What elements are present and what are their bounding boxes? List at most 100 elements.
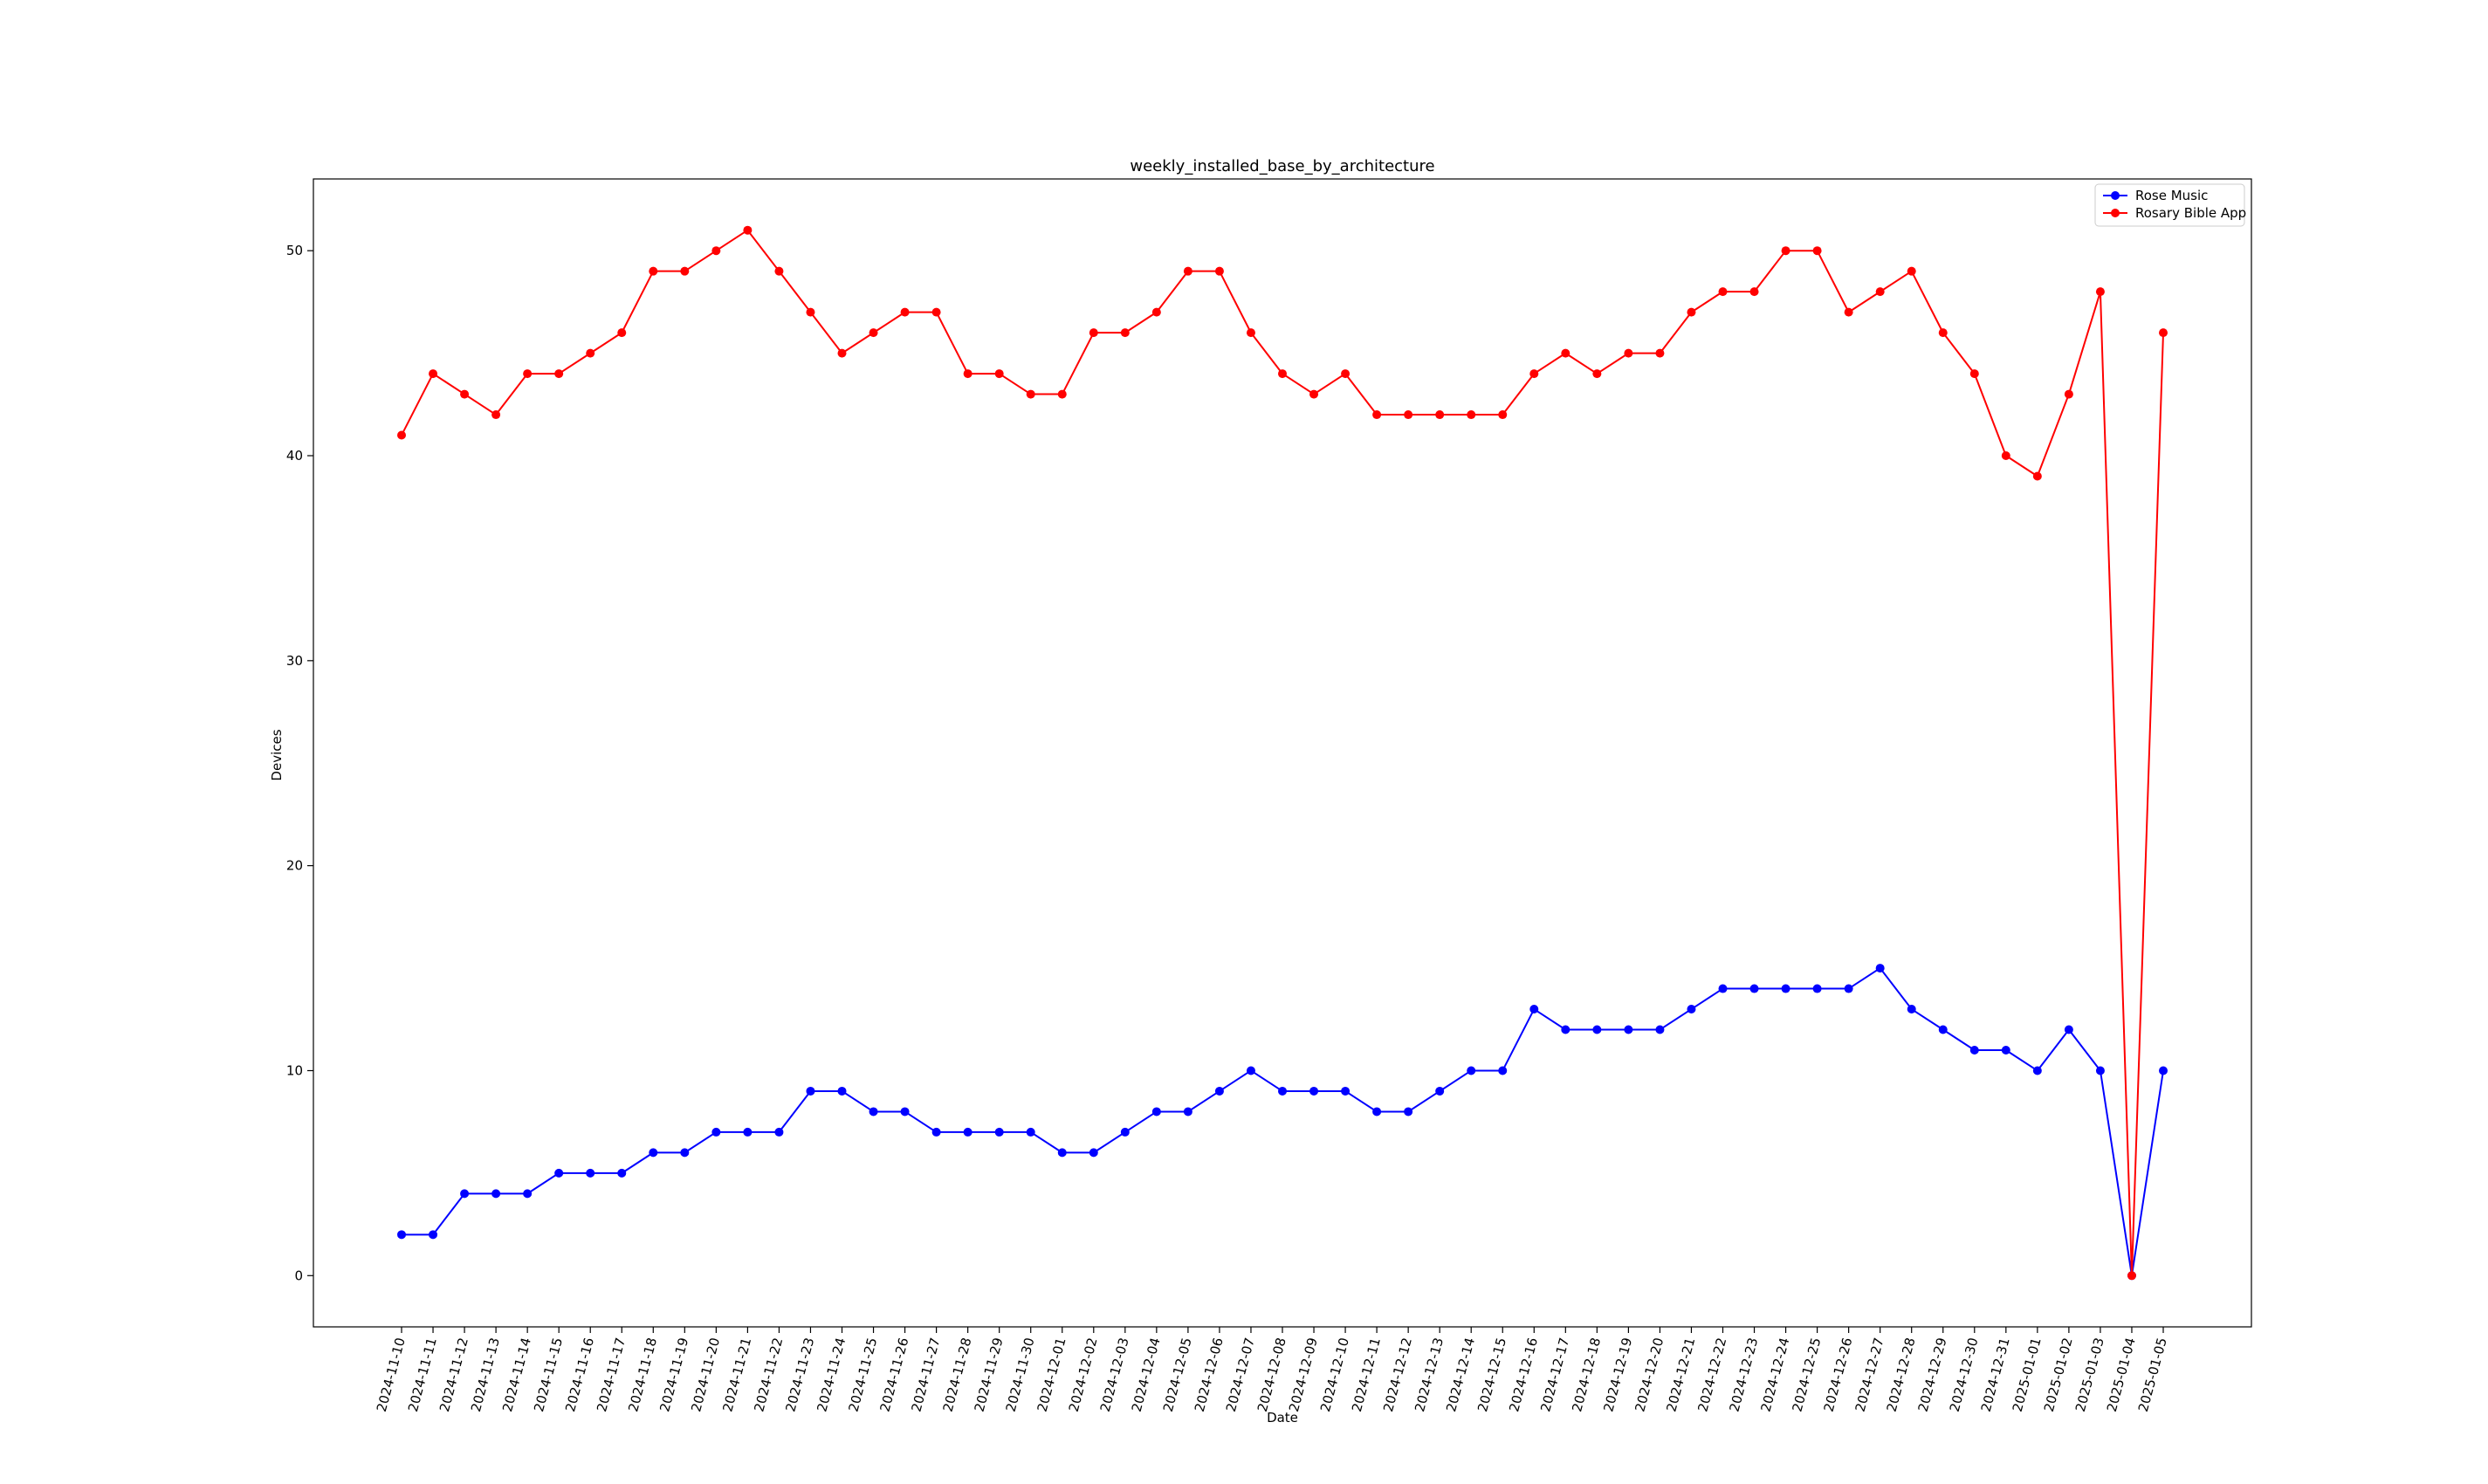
chart-title: weekly_installed_base_by_architecture <box>1130 157 1434 175</box>
data-point-rose-music <box>1907 1005 1916 1014</box>
data-point-rosary-bible-app <box>1529 369 1539 379</box>
data-point-rosary-bible-app <box>1969 369 1979 379</box>
data-point-rosary-bible-app <box>617 328 627 338</box>
data-point-rosary-bible-app <box>711 246 721 256</box>
data-point-rose-music <box>1183 1107 1192 1116</box>
data-point-rose-music <box>1341 1086 1351 1096</box>
data-point-rosary-bible-app <box>1278 369 1287 379</box>
data-point-rosary-bible-app <box>743 225 753 235</box>
data-point-rose-music <box>1026 1127 1035 1137</box>
data-point-rosary-bible-app <box>397 430 406 440</box>
data-point-rosary-bible-app <box>1057 389 1067 399</box>
data-point-rose-music <box>2032 1066 2042 1075</box>
data-point-rosary-bible-app <box>554 369 564 379</box>
data-point-rosary-bible-app <box>1120 328 1130 338</box>
data-point-rosary-bible-app <box>2001 451 2010 461</box>
data-point-rose-music <box>1624 1025 1633 1034</box>
data-point-rose-music <box>1718 984 1728 993</box>
legend: Rose Music Rosary Bible App <box>2094 183 2246 227</box>
series-rose-music <box>397 964 2168 1281</box>
legend-frame <box>2094 183 2245 227</box>
data-point-rosary-bible-app <box>491 410 501 420</box>
data-point-rose-music <box>963 1127 973 1137</box>
data-point-rosary-bible-app <box>994 369 1004 379</box>
data-point-rosary-bible-app <box>1561 348 1570 358</box>
data-point-rosary-bible-app <box>1404 410 1413 420</box>
data-point-rose-music <box>2064 1025 2073 1034</box>
data-point-rosary-bible-app <box>460 389 470 399</box>
y-tick-label: 50 <box>286 243 303 258</box>
data-point-rose-music <box>1151 1107 1161 1116</box>
data-point-rose-music <box>1057 1148 1067 1158</box>
data-point-rose-music <box>397 1230 406 1240</box>
data-point-rose-music <box>1435 1086 1445 1096</box>
y-axis: 0 10 20 30 40 50 <box>286 243 313 1283</box>
data-point-rose-music <box>1969 1045 1979 1055</box>
data-point-rose-music <box>1938 1025 1948 1034</box>
data-point-rose-music <box>1309 1086 1319 1096</box>
data-point-rose-music <box>1246 1066 1255 1075</box>
data-point-rosary-bible-app <box>1907 266 1916 276</box>
data-point-rosary-bible-app <box>963 369 973 379</box>
data-point-rose-music <box>1404 1107 1413 1116</box>
data-point-rosary-bible-app <box>2095 287 2105 297</box>
data-point-rose-music <box>1498 1066 1508 1075</box>
data-point-rose-music <box>1844 984 1853 993</box>
data-point-rosary-bible-app <box>837 348 847 358</box>
data-point-rose-music <box>1372 1107 1382 1116</box>
data-point-rosary-bible-app <box>2032 471 2042 481</box>
data-point-rose-music <box>429 1230 438 1240</box>
data-point-rose-music <box>554 1168 564 1178</box>
data-point-rosary-bible-app <box>1655 348 1665 358</box>
data-point-rose-music <box>523 1189 533 1199</box>
data-point-rosary-bible-app <box>1151 307 1161 317</box>
data-point-rosary-bible-app <box>1372 410 1382 420</box>
data-point-rose-music <box>1687 1005 1696 1014</box>
data-point-rosary-bible-app <box>931 307 941 317</box>
legend-label-rosary-bible-app: Rosary Bible App <box>2135 205 2246 221</box>
data-point-rose-music <box>1812 984 1822 993</box>
data-point-rosary-bible-app <box>900 307 910 317</box>
y-tick-label: 30 <box>286 653 303 669</box>
data-point-rose-music <box>680 1148 690 1158</box>
data-point-rosary-bible-app <box>1718 287 1728 297</box>
data-point-rose-music <box>2159 1066 2168 1075</box>
y-tick-label: 0 <box>294 1268 303 1283</box>
data-point-rosary-bible-app <box>2064 389 2073 399</box>
data-point-rosary-bible-app <box>774 266 784 276</box>
data-point-rosary-bible-app <box>1749 287 1759 297</box>
data-point-rosary-bible-app <box>586 348 595 358</box>
y-tick-label: 40 <box>286 448 303 464</box>
data-point-rose-music <box>1875 964 1885 973</box>
data-point-rosary-bible-app <box>1812 246 1822 256</box>
data-point-rosary-bible-app <box>1341 369 1351 379</box>
data-point-rosary-bible-app <box>1246 328 1255 338</box>
data-point-rose-music <box>1278 1086 1287 1096</box>
data-point-rosary-bible-app <box>1089 328 1098 338</box>
data-point-rose-music <box>743 1127 753 1137</box>
data-point-rosary-bible-app <box>1844 307 1853 317</box>
legend-marker-rosary-bible-app <box>2111 209 2120 217</box>
legend-item-rose-music: Rose Music <box>2103 188 2208 203</box>
data-point-rose-music <box>649 1148 658 1158</box>
data-point-rosary-bible-app <box>1781 246 1790 256</box>
plot-content <box>397 225 2168 1281</box>
data-point-rose-music <box>586 1168 595 1178</box>
data-point-rosary-bible-app <box>523 369 533 379</box>
data-point-rose-music <box>1529 1005 1539 1014</box>
data-point-rose-music <box>1467 1066 1476 1075</box>
data-point-rosary-bible-app <box>1183 266 1192 276</box>
data-point-rose-music <box>1120 1127 1130 1137</box>
data-point-rosary-bible-app <box>429 369 438 379</box>
data-point-rosary-bible-app <box>1624 348 1633 358</box>
legend-label-rose-music: Rose Music <box>2135 188 2208 203</box>
y-tick-label: 10 <box>286 1062 303 1078</box>
data-point-rose-music <box>774 1127 784 1137</box>
data-point-rose-music <box>460 1189 470 1199</box>
data-point-rose-music <box>1561 1025 1570 1034</box>
data-point-rose-music <box>806 1086 815 1096</box>
data-point-rose-music <box>1749 984 1759 993</box>
data-point-rosary-bible-app <box>680 266 690 276</box>
data-point-rosary-bible-app <box>806 307 815 317</box>
